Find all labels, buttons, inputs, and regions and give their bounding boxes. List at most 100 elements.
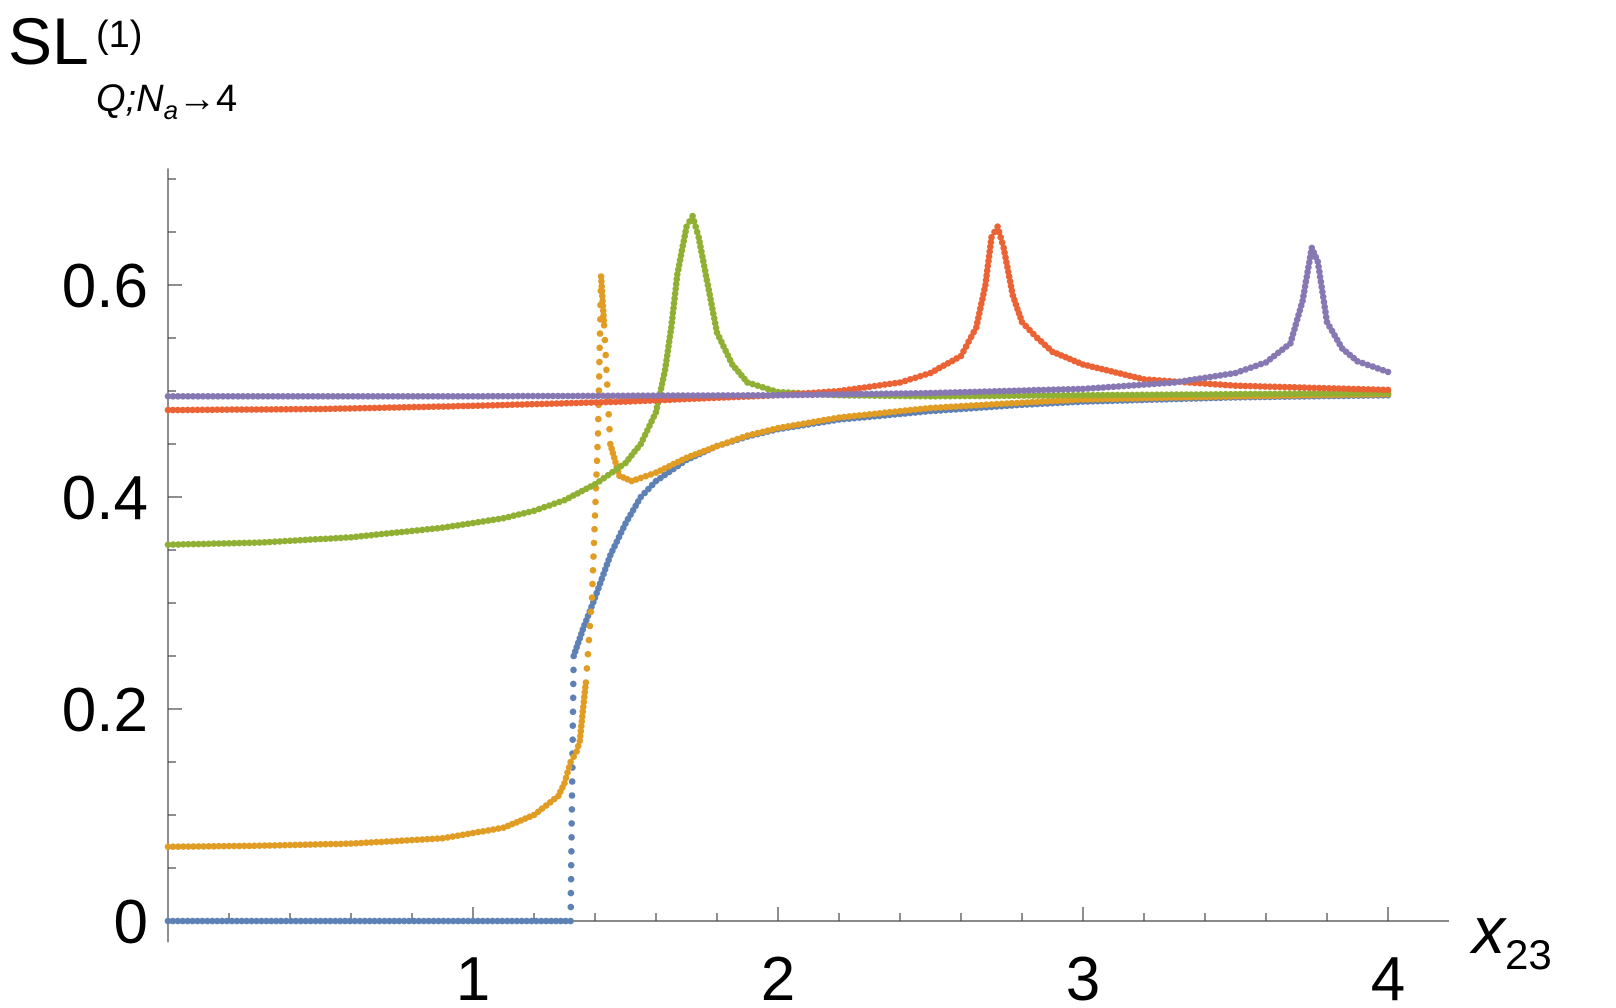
data-point [213,917,221,925]
data-point [519,392,527,400]
data-point [218,406,226,414]
data-point [779,391,787,399]
data-point [258,917,265,925]
data-point [820,416,828,424]
data-point [243,406,250,413]
data-point [210,843,218,850]
data-point [373,838,380,846]
data-point [986,248,993,255]
data-point [538,400,546,408]
data-point [209,393,217,400]
data-point [567,903,575,911]
data-point [937,404,944,411]
data-point [434,525,441,532]
x-tick-label: 4 [1371,945,1405,1008]
data-point [809,391,816,399]
data-point [1094,391,1102,399]
data-point [1035,386,1042,394]
data-point [464,393,472,400]
data-point [591,512,599,519]
data-point [582,684,589,691]
data-point [352,533,360,541]
data-point [1089,384,1097,392]
data-point [927,389,934,397]
data-point [434,835,441,842]
data-point [906,376,914,383]
data-point [225,842,233,850]
data-point [937,389,944,397]
data-point [1340,385,1347,393]
data-point [205,843,212,850]
data-point [388,838,396,845]
data-point [927,404,934,412]
data-point [679,392,687,399]
data-point [1008,399,1016,407]
data-point [1271,383,1279,391]
data-point [174,393,182,400]
data-point [189,406,196,414]
data-point [1181,377,1188,385]
data-point [579,708,587,715]
data-point [602,398,610,406]
data-point [454,402,462,410]
data-point [1074,392,1082,399]
data-point [673,275,681,283]
data-point [1359,359,1366,367]
data-point [1084,385,1092,392]
data-point [1222,390,1229,398]
data-point [1232,369,1239,377]
data-point [312,917,319,925]
data-point [474,393,482,400]
data-point [302,917,310,925]
data-point [418,836,426,843]
data-point [215,842,223,850]
data-point [589,580,596,588]
data-point [1232,390,1239,398]
data-point [1115,383,1122,390]
data-point [258,406,265,413]
data-point [241,842,248,850]
data-point [595,373,603,380]
data-point [307,405,315,413]
data-point [378,838,385,846]
data-point [213,406,221,414]
data-point [1196,379,1204,387]
data-point [199,406,206,414]
data-point [1045,386,1052,394]
data-point [500,514,507,522]
data-point [729,392,737,399]
data-point [1227,382,1234,389]
data-point [439,393,447,400]
data-point [1247,390,1254,398]
data-point [548,400,555,408]
data-point [400,917,408,925]
data-point [347,840,355,847]
data-point [594,430,602,437]
data-point [876,382,883,389]
data-point [800,420,807,428]
data-point [363,839,370,846]
data-point [567,917,574,925]
data-point [357,839,365,847]
data-point [341,917,349,925]
data-point [268,917,275,925]
data-point [479,402,487,409]
data-point [823,391,831,398]
data-point [535,505,543,513]
data-point [276,842,284,849]
data-point [296,536,304,544]
data-point [592,399,600,406]
data-point [342,534,350,541]
data-point [469,519,477,527]
data-point [1315,390,1323,397]
data-point [1105,383,1112,391]
data-point [489,402,497,409]
data-point [912,406,919,413]
data-point [296,841,304,849]
data-point [1222,381,1229,389]
data-point [856,412,863,419]
data-point [981,388,988,395]
data-point [584,392,592,400]
data-point [1191,376,1199,383]
